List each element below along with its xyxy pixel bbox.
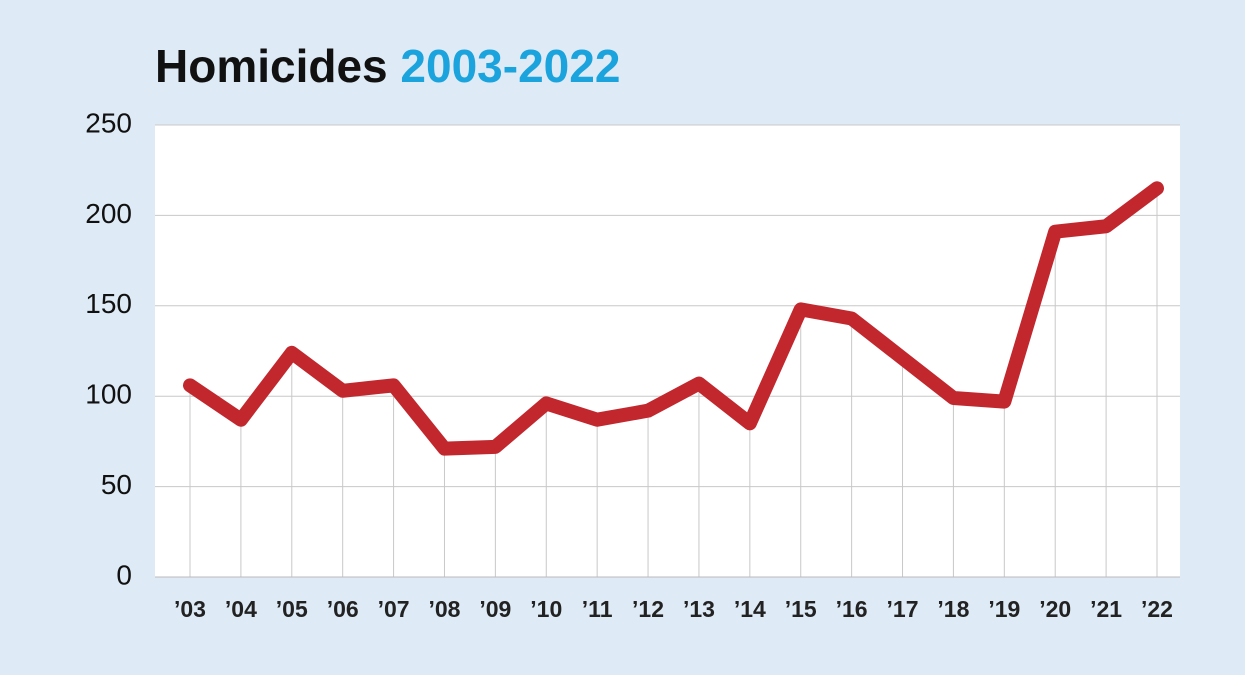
chart-title: Homicides 2003-2022 (155, 40, 620, 92)
x-tick-label: ’15 (785, 596, 817, 622)
x-tick-label: ’08 (428, 596, 460, 622)
y-tick-label: 150 (85, 288, 132, 319)
x-tick-label: ’12 (632, 596, 664, 622)
x-tick-label: ’20 (1039, 596, 1071, 622)
y-tick-label: 200 (85, 198, 132, 229)
x-tick-label: ’17 (887, 596, 919, 622)
plot-area (155, 125, 1180, 577)
x-tick-label: ’13 (683, 596, 715, 622)
x-tick-label: ’16 (836, 596, 868, 622)
x-tick-label: ’11 (582, 596, 613, 622)
x-tick-label: ’19 (988, 596, 1020, 622)
subtitle: 2003-2022 (400, 40, 620, 92)
x-tick-label: ’04 (225, 596, 257, 622)
x-tick-label: ’07 (378, 596, 410, 622)
line (183, 181, 1164, 456)
x-tick-label: ’05 (276, 596, 308, 622)
x-tick-label: ’03 (174, 596, 206, 622)
x-tick-label: ’14 (734, 596, 766, 622)
y-tick-label: 100 (85, 379, 132, 410)
x-tick-label: ’09 (479, 596, 511, 622)
x-tick-label: ’10 (530, 596, 562, 622)
y-tick-label: 0 (116, 559, 132, 590)
x-tick-label: ’21 (1090, 596, 1122, 622)
y-tick-label: 250 (85, 107, 132, 138)
y-tick-label: 50 (101, 469, 132, 500)
title: Homicides (155, 40, 388, 92)
x-tick-label: ’06 (327, 596, 359, 622)
x-tick-label: ’18 (937, 596, 969, 622)
x-tick-label: ’22 (1141, 596, 1173, 622)
